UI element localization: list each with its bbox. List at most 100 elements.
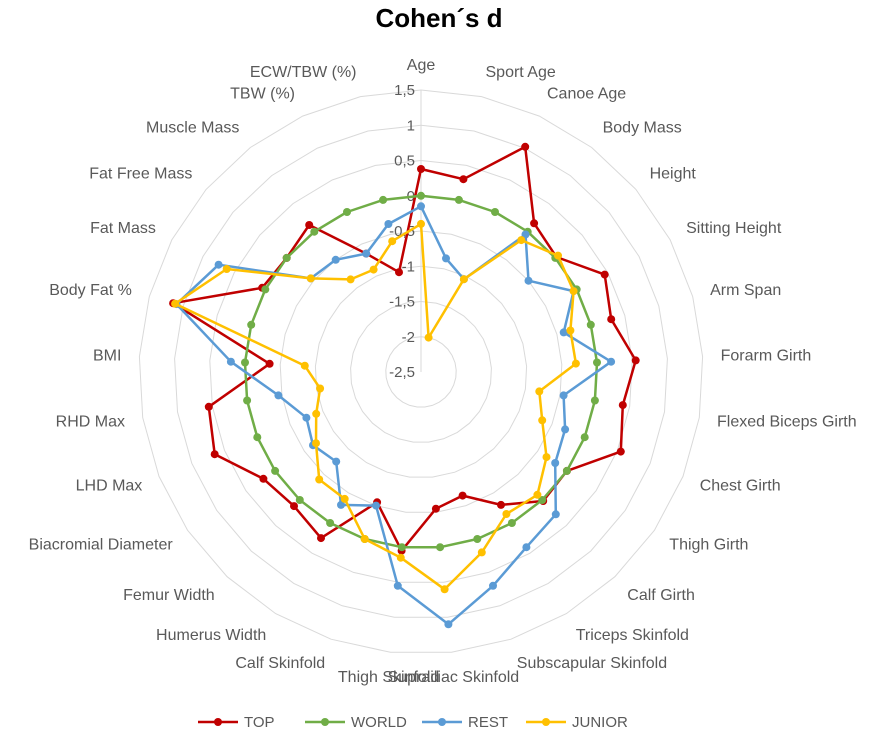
category-label: Canoe Age [547,85,626,102]
data-point [222,265,231,273]
data-point [417,219,425,228]
data-point [444,620,453,629]
data-point [616,447,625,456]
data-point [332,457,341,466]
data-point [569,287,578,296]
category-label: BMI [93,347,121,364]
category-label: Sport Age [486,64,556,81]
data-point [489,581,497,590]
data-point [253,433,262,442]
category-label: Height [650,165,697,182]
data-point [580,433,589,442]
category-label: Humerus Width [156,627,266,644]
data-point [247,320,256,329]
data-point [631,356,640,365]
data-point [372,501,380,510]
data-point [491,208,499,216]
legend-marker [321,718,329,726]
data-point [431,504,440,513]
series-world [241,191,601,552]
category-label: Body Mass [603,120,682,137]
data-point [290,502,298,511]
series-junior [171,219,580,594]
grid-ring-1 [385,336,457,408]
data-point [517,236,526,245]
data-point [507,519,516,527]
data-point [497,500,505,509]
category-label: Forarm Girth [721,347,812,364]
data-point [454,195,463,204]
grid-ring-2 [350,300,492,443]
grid-ring-7 [174,124,668,618]
series-line [175,205,613,626]
data-point [436,543,445,552]
data-point [551,510,560,519]
data-point [458,491,467,500]
grid-ring-8 [138,89,704,653]
data-point [302,413,311,422]
data-point [265,359,274,368]
tick-label: -2,5 [389,364,415,381]
data-point [204,402,213,411]
data-point [417,202,425,211]
data-point [274,391,283,400]
grid-ring-3 [314,265,528,478]
legend-marker [214,718,222,726]
data-point [417,165,425,173]
data-point [600,270,609,279]
data-point [395,268,403,277]
grid-ring-4 [279,230,563,513]
category-label: RHD Max [56,414,125,431]
data-point [538,416,547,425]
category-label: Thigh Girth [669,536,748,553]
data-point [502,510,511,518]
data-point [535,387,544,396]
category-labels: Age Sport Age Canoe Age Body Mass Height Sitt… [29,57,857,686]
category-label: Femur Width [123,587,215,604]
data-point [607,315,616,324]
series-line [171,145,637,552]
data-point [417,191,425,200]
data-point [473,535,482,543]
category-label: Suprailiac Skinfold [388,669,520,686]
legend-item-rest: REST [422,714,508,731]
category-label: ECW/TBW (%) [250,64,357,81]
data-point [524,276,533,285]
data-point [530,219,539,228]
data-point [346,275,355,284]
series-top [169,142,640,555]
data-point [424,333,433,342]
category-label: Chest Girth [700,478,781,495]
category-label: Fat Mass [90,220,156,237]
data-point [561,425,570,434]
data-point [261,285,270,294]
data-point [317,534,325,543]
category-label: Thigh Skinfold [338,669,439,686]
category-label: Calf Girth [627,587,695,604]
data-point [477,548,486,557]
tick-label: -1,5 [389,294,415,311]
data-point [566,326,575,335]
data-point [559,391,568,400]
data-point [521,230,530,239]
data-point [384,220,393,228]
data-point [362,249,371,258]
data-point [586,320,595,329]
data-point [295,496,304,504]
series-line [243,194,599,549]
legend-label: TOP [244,714,275,731]
data-point [459,275,468,284]
category-label: Biacromial Diameter [29,536,174,553]
data-point [618,401,627,410]
tick-label: -2 [402,329,415,346]
data-point [305,221,314,229]
data-point [282,253,291,262]
data-point [340,494,349,503]
data-point [300,361,309,370]
data-point [312,409,321,418]
data-point [571,359,580,368]
data-point [559,328,568,337]
data-point [521,142,530,151]
data-point [243,396,252,405]
